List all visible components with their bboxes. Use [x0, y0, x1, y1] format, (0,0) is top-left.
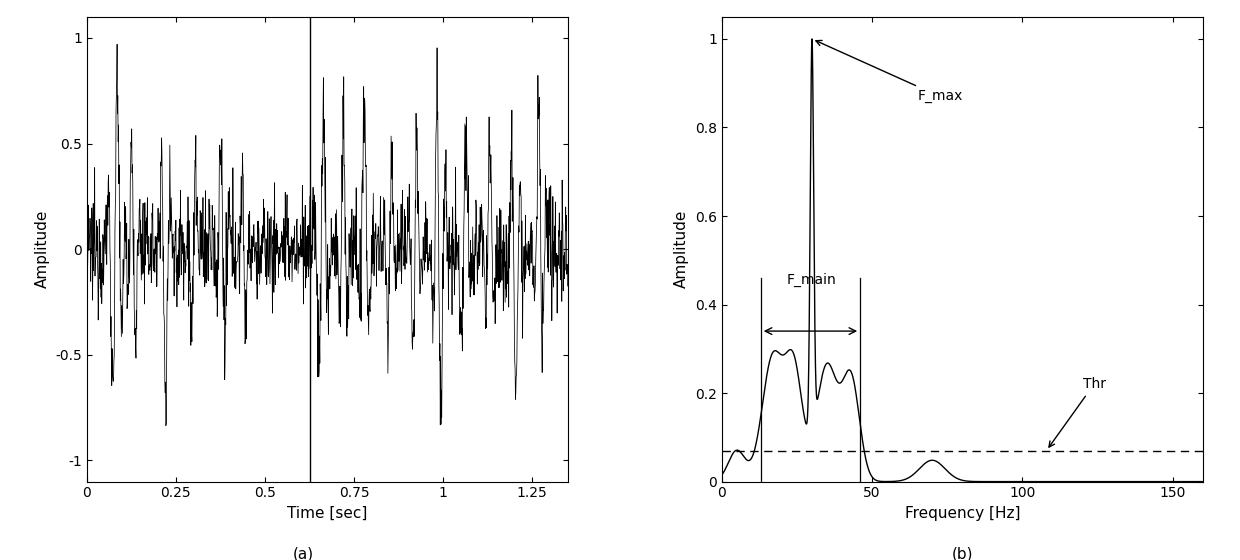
Y-axis label: Amplitude: Amplitude [35, 210, 50, 288]
Text: F_max: F_max [816, 40, 962, 104]
Text: (a): (a) [293, 547, 314, 560]
Y-axis label: Amplitude: Amplitude [675, 210, 689, 288]
Text: F_main: F_main [787, 273, 837, 287]
Text: (b): (b) [951, 547, 973, 560]
X-axis label: Frequency [Hz]: Frequency [Hz] [904, 506, 1021, 521]
X-axis label: Time [sec]: Time [sec] [288, 506, 367, 521]
Text: Thr: Thr [1049, 377, 1106, 447]
